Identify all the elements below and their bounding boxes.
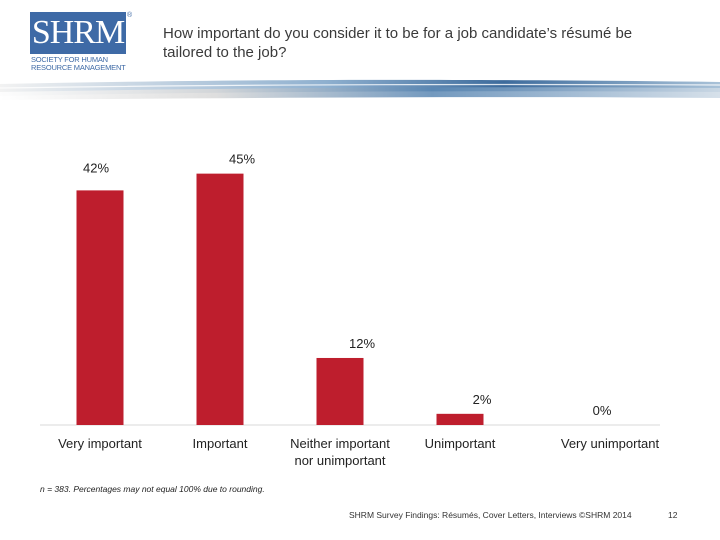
- logo-subtitle: Society for Human Resource Management: [31, 55, 126, 72]
- value-label-3: 12%: [349, 336, 375, 351]
- category-label-1: Very important: [58, 436, 142, 451]
- bar-4: [436, 413, 484, 425]
- survey-question: How important do you consider it to be f…: [163, 25, 633, 61]
- sample-footnote: n = 383. Percentages may not equal 100% …: [40, 484, 265, 494]
- category-label-4: Unimportant: [425, 436, 496, 451]
- registered-mark: ®: [127, 12, 133, 19]
- bar-2: [196, 173, 244, 425]
- bar-1: [76, 190, 124, 425]
- logo-wordmark: SHRM: [30, 12, 126, 54]
- footer-source: SHRM Survey Findings: Résumés, Cover Let…: [349, 510, 632, 520]
- shrm-logo: SHRM ® Society for Human Resource Manage…: [30, 12, 134, 74]
- page-number: 12: [668, 510, 678, 520]
- value-label-2: 45%: [229, 152, 255, 167]
- value-label-5: 0%: [593, 403, 612, 418]
- category-label-5: Very unimportant: [561, 436, 660, 451]
- category-label-3: Neither important nor unimportant: [290, 436, 390, 468]
- bar-chart: 42% Very important 45% Important 12% Neither …: [40, 152, 660, 468]
- category-label-2: Important: [193, 436, 248, 451]
- value-label-4: 2%: [473, 392, 492, 407]
- decorative-banner: [0, 78, 720, 100]
- bar-3: [316, 357, 364, 425]
- value-label-1: 42%: [83, 160, 109, 175]
